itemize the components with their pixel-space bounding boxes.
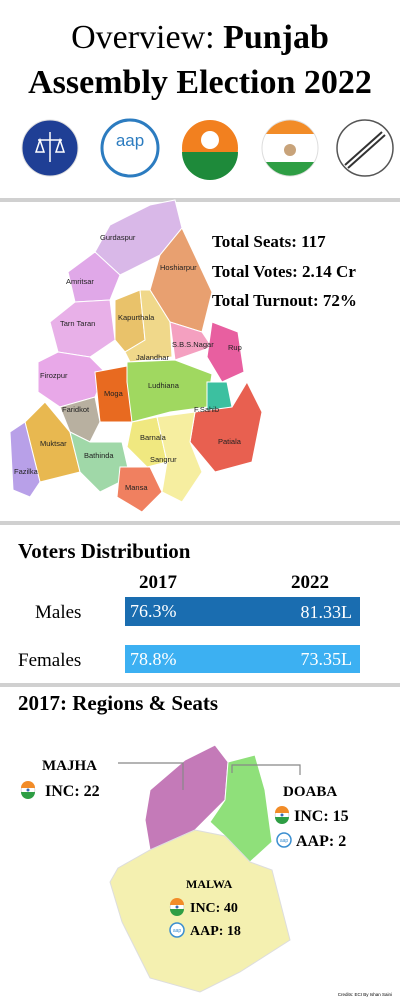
district-label: S.B.S.Nagar (172, 340, 214, 349)
females-row (125, 645, 360, 673)
district-label: Fazilka (14, 467, 39, 476)
district-label: Barnala (140, 433, 167, 442)
section-title: Voters Distribution (18, 539, 191, 563)
credits: Credits: ECI By Ishan Saini (338, 992, 392, 997)
district-label: Faridkot (62, 405, 90, 414)
stat-votes: Total Votes: 2.14 Cr (212, 262, 356, 281)
district-label: Gurdaspur (100, 233, 136, 242)
column-header: 2022 (291, 572, 329, 593)
district-label: Mansa (125, 483, 148, 492)
row-label: Females (18, 650, 81, 671)
region-name: MALWA (186, 877, 233, 891)
district-label: Tarn Taran (60, 319, 95, 328)
district-label: Amritsar (66, 277, 94, 286)
district-label: Moga (104, 389, 124, 398)
cell: 81.33L (301, 602, 353, 622)
district-shape (156, 411, 203, 503)
district-label: Bathinda (84, 451, 114, 460)
males-row (125, 597, 360, 626)
district-label: Patiala (218, 437, 242, 446)
divider (0, 521, 400, 525)
district-label: Kapurthala (118, 313, 155, 322)
malwa-region (109, 829, 291, 993)
region-seats: AAP: 18 (190, 924, 241, 939)
region-name: DOABA (283, 784, 337, 800)
district-label: Sangrur (150, 455, 177, 464)
party-logos: aap (21, 118, 394, 180)
aap-logo-text: aap (116, 131, 144, 150)
region-seats: INC: 22 (45, 783, 100, 800)
region-map (109, 744, 301, 993)
district-label: Ludhiana (148, 381, 180, 390)
district-shape (67, 251, 121, 303)
divider (0, 198, 400, 202)
district-shape (126, 416, 168, 468)
district-label: Muktsar (40, 439, 67, 448)
row-label: Males (35, 602, 81, 623)
region-name: MAJHA (42, 758, 97, 774)
section-title: 2017: Regions & Seats (18, 691, 218, 715)
stat-turnout: Total Turnout: 72% (212, 291, 357, 310)
district-label: Hoshiarpur (160, 263, 197, 272)
district-label: F.Sahib (194, 405, 219, 414)
district-map: Gurdaspur Amritsar Hoshiarpur Tarn Taran Kap… (9, 199, 263, 513)
stat-seats: Total Seats: 117 (212, 232, 326, 251)
title-line2: Assembly Election 2022 (28, 64, 372, 101)
district-shape (94, 199, 183, 276)
column-header: 2017 (139, 572, 178, 593)
title-bold: Punjab (223, 19, 329, 56)
district-shape (189, 380, 263, 473)
district-shape (9, 421, 41, 498)
title: Overview: Punjab (71, 19, 329, 56)
region-seats: AAP: 2 (296, 833, 346, 850)
region-seats: INC: 40 (190, 901, 238, 916)
district-label: Jalandhar (136, 353, 169, 362)
district-label: Rup (228, 343, 242, 352)
district-shape (124, 289, 173, 363)
cell: 76.3% (130, 601, 177, 621)
district-label: Firozpur (40, 371, 68, 380)
divider (0, 683, 400, 687)
cell: 73.35L (301, 649, 353, 669)
district-shape (59, 396, 101, 443)
stats: Total Seats: 117 Total Votes: 2.14 Cr To… (212, 232, 357, 310)
district-shape (206, 321, 245, 383)
district-shape (49, 299, 116, 358)
district-shape (116, 466, 163, 513)
district-shape (126, 359, 213, 423)
cell: 78.8% (130, 649, 177, 669)
aap-logo (100, 118, 160, 178)
title-lead: Overview: (71, 19, 215, 56)
region-seats: INC: 15 (294, 808, 349, 825)
